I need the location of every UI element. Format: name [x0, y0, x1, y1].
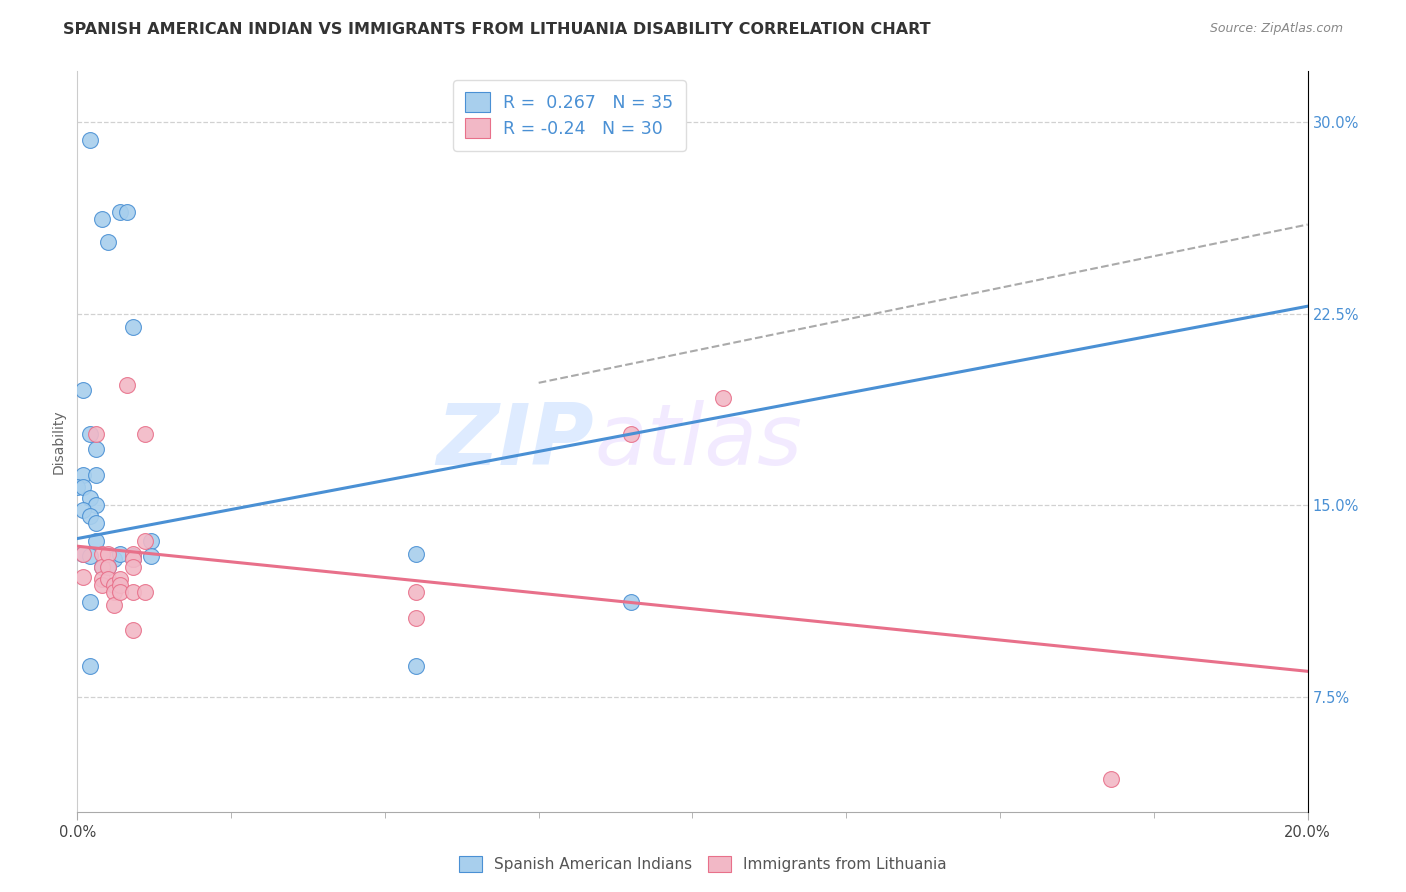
- Point: [97, 573, 120, 587]
- Point: [90, 212, 114, 227]
- Point: [84, 442, 107, 457]
- Point: [72, 570, 94, 584]
- Point: [405, 547, 427, 561]
- Point: [72, 481, 94, 495]
- Point: [121, 549, 143, 564]
- Text: SPANISH AMERICAN INDIAN VS IMMIGRANTS FROM LITHUANIA DISABILITY CORRELATION CHAR: SPANISH AMERICAN INDIAN VS IMMIGRANTS FR…: [63, 22, 931, 37]
- Point: [110, 547, 132, 561]
- Point: [110, 585, 132, 599]
- Point: [620, 133, 643, 147]
- Point: [90, 559, 114, 574]
- Point: [134, 534, 156, 549]
- Legend: R =  0.267   N = 35, R = -0.24   N = 30: R = 0.267 N = 35, R = -0.24 N = 30: [453, 80, 686, 151]
- Point: [115, 204, 138, 219]
- Point: [110, 577, 132, 591]
- Point: [72, 547, 94, 561]
- Point: [121, 319, 143, 334]
- Point: [84, 534, 107, 549]
- Point: [84, 426, 107, 441]
- Point: [90, 547, 114, 561]
- Point: [79, 659, 101, 673]
- Point: [79, 508, 101, 523]
- Point: [620, 426, 643, 441]
- Point: [121, 559, 143, 574]
- Point: [97, 559, 120, 574]
- Point: [141, 534, 163, 549]
- Point: [121, 547, 143, 561]
- Point: [620, 595, 643, 609]
- Point: [97, 235, 120, 250]
- Point: [134, 585, 156, 599]
- Text: atlas: atlas: [595, 400, 801, 483]
- Point: [79, 595, 101, 609]
- Y-axis label: Disability: Disability: [52, 409, 66, 474]
- Point: [72, 503, 94, 517]
- Point: [79, 133, 101, 147]
- Point: [103, 598, 125, 612]
- Point: [121, 552, 143, 566]
- Point: [79, 491, 101, 505]
- Point: [121, 624, 143, 638]
- Point: [115, 378, 138, 392]
- Point: [103, 552, 125, 566]
- Point: [84, 499, 107, 513]
- Point: [79, 549, 101, 564]
- Point: [134, 426, 156, 441]
- Point: [72, 547, 94, 561]
- Point: [711, 391, 734, 405]
- Point: [405, 585, 427, 599]
- Point: [1099, 772, 1122, 786]
- Text: ZIP: ZIP: [436, 400, 595, 483]
- Point: [405, 610, 427, 624]
- Text: Source: ZipAtlas.com: Source: ZipAtlas.com: [1209, 22, 1343, 36]
- Point: [72, 384, 94, 398]
- Point: [97, 559, 120, 574]
- Point: [110, 204, 132, 219]
- Legend: Spanish American Indians, Immigrants from Lithuania: Spanish American Indians, Immigrants fro…: [451, 848, 955, 880]
- Point: [66, 481, 89, 495]
- Point: [121, 585, 143, 599]
- Point: [97, 547, 120, 561]
- Point: [405, 659, 427, 673]
- Point: [79, 426, 101, 441]
- Point: [103, 585, 125, 599]
- Point: [110, 573, 132, 587]
- Point: [90, 573, 114, 587]
- Point: [141, 549, 163, 564]
- Point: [121, 552, 143, 566]
- Point: [90, 559, 114, 574]
- Point: [90, 577, 114, 591]
- Point: [103, 577, 125, 591]
- Point: [84, 467, 107, 482]
- Point: [84, 516, 107, 531]
- Point: [72, 467, 94, 482]
